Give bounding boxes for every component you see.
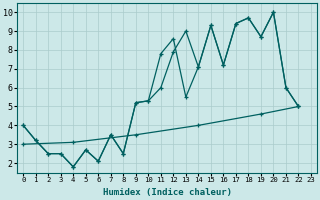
X-axis label: Humidex (Indice chaleur): Humidex (Indice chaleur) [103,188,232,197]
